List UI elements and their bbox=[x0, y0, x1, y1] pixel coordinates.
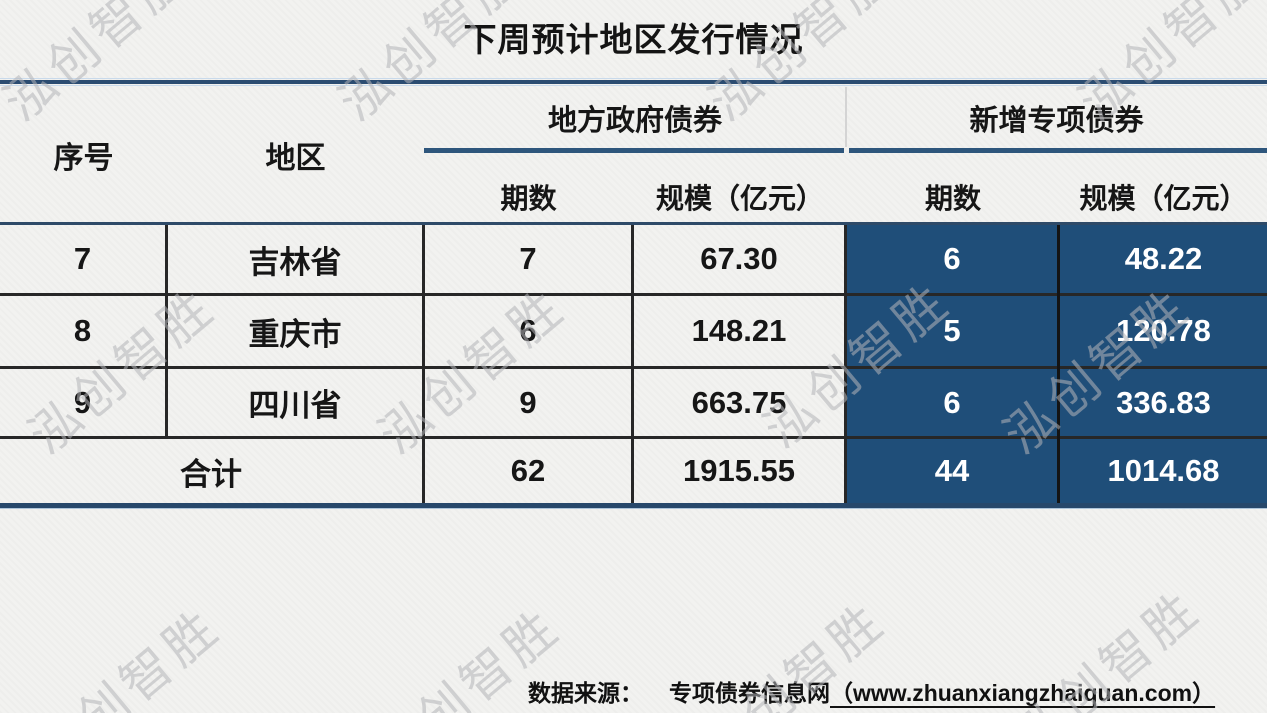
column-divider bbox=[422, 225, 425, 503]
total-lg-count: 62 bbox=[510, 453, 546, 488]
table-bottom-border bbox=[0, 503, 1267, 508]
group-header-local-gov-bonds: 地方政府债券 bbox=[547, 105, 722, 137]
data-source-label: 数据来源： bbox=[528, 680, 643, 706]
column-divider-dark bbox=[1057, 225, 1060, 503]
row2-index: 8 bbox=[73, 313, 92, 348]
row3-index: 9 bbox=[73, 384, 92, 420]
group-divider-line bbox=[845, 87, 847, 147]
total-label: 合计 bbox=[180, 456, 242, 492]
column-divider bbox=[631, 225, 634, 503]
subheader-lg-count: 期数 bbox=[500, 183, 557, 214]
total-sp-count: 44 bbox=[934, 453, 970, 488]
highlight-section-background bbox=[846, 225, 1267, 503]
column-header-index: 序号 bbox=[53, 142, 114, 175]
total-lg-scale: 1915.55 bbox=[682, 453, 796, 488]
row3-sp-scale: 336.83 bbox=[1116, 384, 1211, 420]
column-divider bbox=[844, 225, 847, 503]
row3-lg-count: 9 bbox=[519, 384, 537, 420]
column-divider bbox=[165, 225, 168, 436]
group-header-new-special-bonds: 新增专项债券 bbox=[969, 105, 1144, 137]
subheader-sp-scale: 规模（亿元） bbox=[1079, 183, 1248, 214]
group-underline-left bbox=[424, 148, 844, 153]
subheader-lg-scale: 规模（亿元） bbox=[655, 183, 824, 214]
row1-lg-count: 7 bbox=[519, 241, 537, 276]
open-paren: （ bbox=[830, 680, 853, 706]
data-source-name: 专项债券信息网 bbox=[669, 680, 830, 706]
row2-lg-count: 6 bbox=[519, 313, 537, 348]
table-bottom-border-shadow bbox=[0, 508, 1267, 509]
row1-sp-scale: 48.22 bbox=[1124, 241, 1203, 276]
row1-index: 7 bbox=[73, 241, 92, 276]
title-rule bbox=[0, 80, 1267, 84]
watermark-text: 泓创智胜 bbox=[23, 597, 232, 713]
data-source-url: www.zhuanxiangzhaiquan.com bbox=[853, 680, 1193, 706]
row2-sp-scale: 120.78 bbox=[1116, 313, 1211, 348]
row3-sp-count: 6 bbox=[943, 384, 961, 420]
group-underline-right bbox=[849, 148, 1267, 153]
row2-sp-count: 5 bbox=[943, 313, 961, 348]
subheader-sp-count: 期数 bbox=[924, 183, 981, 214]
row2-region: 重庆市 bbox=[248, 316, 342, 352]
title-rule-shadow bbox=[0, 85, 1267, 86]
row3-region: 四川省 bbox=[248, 388, 342, 423]
row1-sp-count: 6 bbox=[943, 241, 961, 276]
row2-lg-scale: 148.21 bbox=[691, 313, 787, 348]
table-top-border bbox=[0, 222, 1267, 225]
title-rule-highlight bbox=[0, 78, 1267, 79]
total-sp-scale: 1014.68 bbox=[1107, 453, 1220, 488]
page-title: 下周预计地区发行情况 bbox=[463, 21, 804, 58]
row3-lg-scale: 663.75 bbox=[691, 384, 787, 420]
close-paren: ） bbox=[1192, 680, 1216, 706]
column-header-region: 地区 bbox=[265, 142, 326, 175]
row1-lg-scale: 67.30 bbox=[700, 241, 778, 276]
data-source-line: 数据来源： 专项债券信息网（www.zhuanxiangzhaiquan.com） bbox=[528, 674, 1215, 708]
row1-region: 吉林省 bbox=[248, 244, 342, 280]
